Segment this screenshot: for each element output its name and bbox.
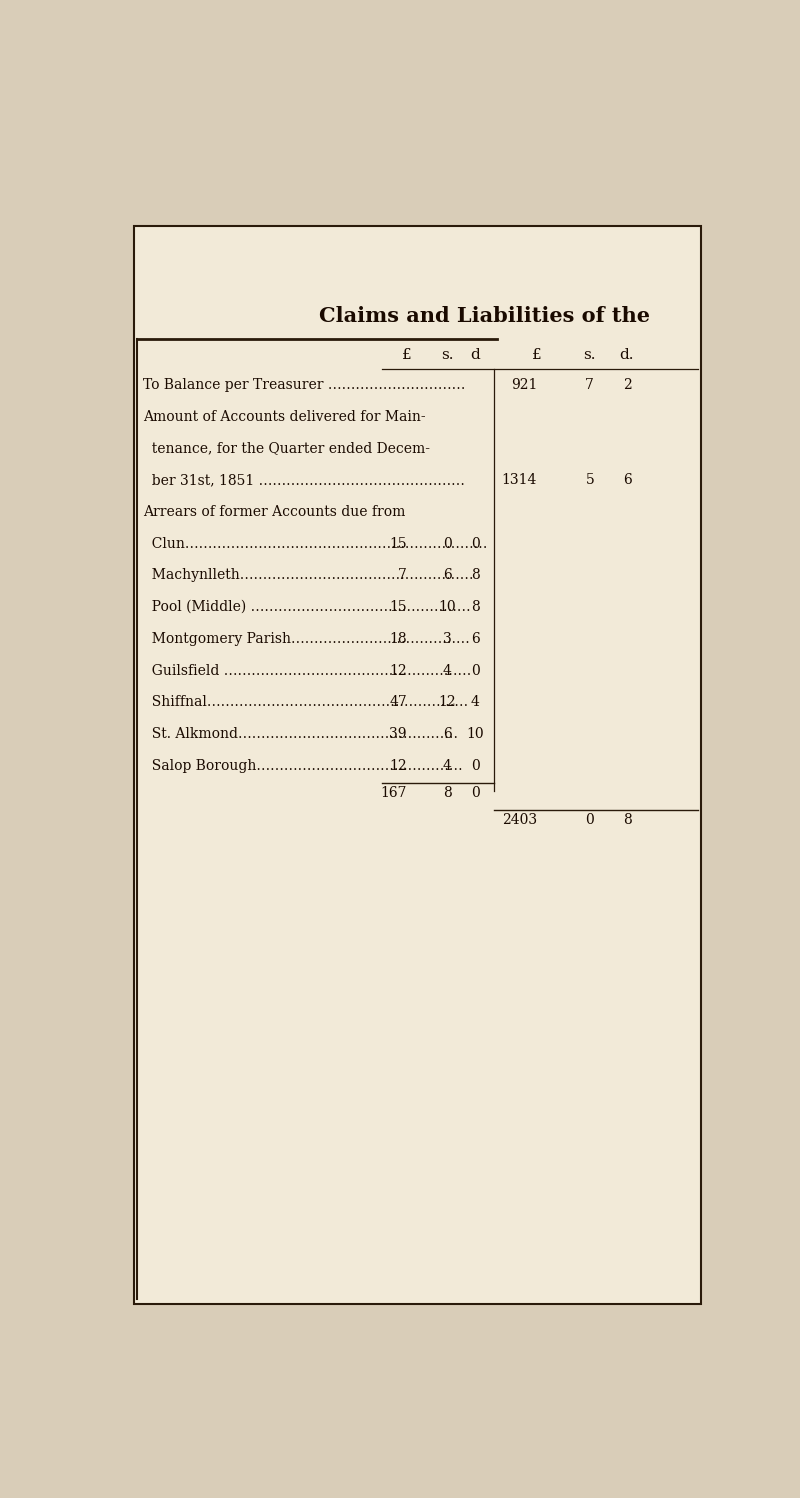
Text: 18: 18	[390, 632, 407, 646]
Text: Montgomery Parish…………………………………: Montgomery Parish…………………………………	[143, 632, 470, 646]
Text: 39: 39	[390, 727, 407, 742]
Text: s.: s.	[583, 348, 596, 363]
Text: Claims and Liabilities of the: Claims and Liabilities of the	[319, 306, 650, 327]
Text: 8: 8	[443, 785, 451, 800]
FancyBboxPatch shape	[134, 226, 702, 1305]
Text: £: £	[402, 348, 412, 363]
Text: 0: 0	[586, 812, 594, 827]
Text: Machynlleth……………………………………………: Machynlleth……………………………………………	[143, 568, 474, 583]
Text: 1314: 1314	[502, 473, 537, 487]
Text: 12: 12	[390, 758, 407, 773]
Text: 7: 7	[398, 568, 407, 583]
Text: Amount of Accounts delivered for Main-: Amount of Accounts delivered for Main-	[143, 410, 426, 424]
Text: £: £	[532, 348, 542, 363]
Text: 15: 15	[390, 536, 407, 551]
Text: 4: 4	[470, 695, 479, 709]
Text: s.: s.	[441, 348, 454, 363]
Text: Guilsfield ………………………………………………: Guilsfield ………………………………………………	[143, 664, 472, 677]
Text: Shiffnal…………………………………………………: Shiffnal…………………………………………………	[143, 695, 469, 709]
Text: Clun…………………………………………………………: Clun…………………………………………………………	[143, 536, 488, 551]
Text: 7: 7	[586, 377, 594, 392]
Text: 12: 12	[390, 664, 407, 677]
Text: 10: 10	[466, 727, 484, 742]
Text: 4: 4	[442, 664, 452, 677]
Text: 921: 921	[510, 377, 537, 392]
Text: 167: 167	[381, 785, 407, 800]
Text: 10: 10	[438, 601, 456, 614]
Text: 8: 8	[622, 812, 631, 827]
Text: Pool (Middle) …………………………………………: Pool (Middle) …………………………………………	[143, 601, 471, 614]
Text: 3: 3	[443, 632, 451, 646]
Text: To Balance per Treasurer …………………………: To Balance per Treasurer …………………………	[143, 377, 466, 392]
Text: 47: 47	[389, 695, 407, 709]
Text: St. Alkmond…………………………………………: St. Alkmond…………………………………………	[143, 727, 458, 742]
Text: 0: 0	[470, 664, 479, 677]
Text: tenance, for the Quarter ended Decem-: tenance, for the Quarter ended Decem-	[143, 442, 430, 455]
Text: 6: 6	[622, 473, 631, 487]
Text: 0: 0	[470, 785, 479, 800]
Text: 8: 8	[470, 568, 479, 583]
Text: 5: 5	[586, 473, 594, 487]
Text: 4: 4	[442, 758, 452, 773]
Text: 12: 12	[438, 695, 456, 709]
Text: 0: 0	[470, 758, 479, 773]
Text: d: d	[470, 348, 480, 363]
Text: ber 31st, 1851 ………………………………………: ber 31st, 1851 ………………………………………	[143, 473, 466, 487]
Text: 6: 6	[443, 568, 451, 583]
Text: 2403: 2403	[502, 812, 537, 827]
Text: 6: 6	[443, 727, 451, 742]
Text: Salop Borough………………………………………: Salop Borough………………………………………	[143, 758, 463, 773]
Text: d.: d.	[620, 348, 634, 363]
Text: 0: 0	[470, 536, 479, 551]
Text: 2: 2	[622, 377, 631, 392]
Text: Arrears of former Accounts due from: Arrears of former Accounts due from	[143, 505, 406, 518]
Text: 6: 6	[470, 632, 479, 646]
Text: 8: 8	[470, 601, 479, 614]
Text: 0: 0	[443, 536, 451, 551]
Text: 15: 15	[390, 601, 407, 614]
